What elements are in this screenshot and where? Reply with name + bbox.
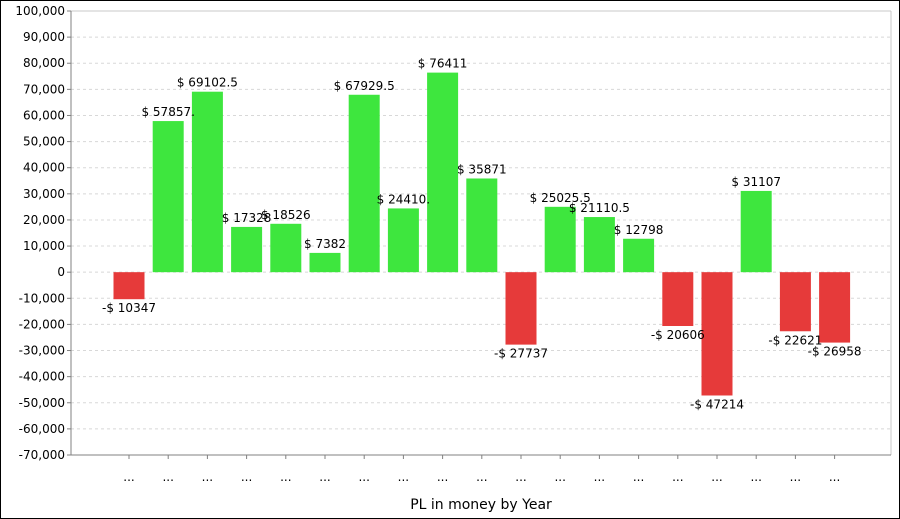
bar[interactable] [701, 272, 733, 396]
bar[interactable] [348, 94, 380, 273]
bar[interactable] [152, 121, 184, 273]
x-tick-label: ... [280, 470, 291, 484]
x-tick-label: ... [241, 470, 252, 484]
bar[interactable] [583, 217, 615, 273]
data-label: $ 18526 [261, 208, 311, 222]
x-tick-label: ... [554, 470, 565, 484]
y-tick-label: 30,000 [23, 187, 65, 201]
y-tick-label: -40,000 [19, 370, 65, 384]
y-tick-label: -60,000 [19, 422, 65, 436]
bar[interactable] [113, 272, 145, 300]
y-tick-label: 90,000 [23, 30, 65, 44]
bar[interactable] [466, 178, 498, 273]
y-axis: 100,000 90,000 80,000 70,000 60,000 50,000 40,… [15, 4, 72, 462]
bar[interactable] [231, 226, 263, 273]
y-tick-label: 100,000 [15, 4, 65, 18]
data-label: -$ 10347 [102, 301, 156, 315]
data-label: $ 57857. [141, 105, 194, 119]
x-tick-label: ... [829, 470, 840, 484]
x-tick-label: ... [711, 470, 722, 484]
x-tick-label: ... [750, 470, 761, 484]
y-tick-label: 0 [57, 265, 65, 279]
y-tick-label: -70,000 [19, 448, 65, 462]
data-label: $ 67929.5 [334, 79, 395, 93]
x-tick-label: ... [398, 470, 409, 484]
data-label: -$ 20606 [651, 328, 705, 342]
y-tick-label: 40,000 [23, 161, 65, 175]
bar[interactable] [662, 272, 694, 326]
data-label: -$ 22621 [768, 333, 822, 347]
bar[interactable] [309, 252, 341, 273]
bar[interactable] [387, 208, 419, 273]
data-label: -$ 26958 [808, 345, 862, 359]
x-tick-label: ... [162, 470, 173, 484]
data-labels: -$ 10347 $ 57857. $ 69102.5 $ 17328$ 18526 $… [102, 57, 862, 412]
y-tick-label: -20,000 [19, 317, 65, 331]
bar[interactable] [191, 91, 223, 273]
data-label: $ 76411 [418, 57, 468, 71]
bar[interactable] [819, 272, 851, 343]
y-tick-label: 50,000 [23, 135, 65, 149]
data-label: $ 35871 [457, 162, 507, 176]
bar[interactable] [270, 223, 302, 273]
x-tick-label: ... [476, 470, 487, 484]
data-label: $ 31107 [731, 175, 781, 189]
data-label: $ 17328 [222, 211, 272, 225]
data-label: $ 25025.5 [530, 191, 591, 205]
x-tick-label: ... [633, 470, 644, 484]
y-tick-label: -10,000 [19, 291, 65, 305]
x-tick-label: ... [515, 470, 526, 484]
y-tick-label: -30,000 [19, 344, 65, 358]
data-label: $ 69102.5 [177, 76, 238, 90]
data-label: $ 24410. [377, 192, 430, 206]
y-tick-label: -50,000 [19, 396, 65, 410]
bar[interactable] [740, 190, 772, 273]
y-tick-label: 80,000 [23, 56, 65, 70]
bar[interactable] [779, 272, 811, 332]
bar[interactable] [623, 238, 655, 273]
bar[interactable] [544, 206, 576, 273]
data-label: -$ 27737 [494, 347, 548, 361]
x-tick-label: ... [123, 470, 134, 484]
bars [113, 72, 851, 396]
bar[interactable] [505, 272, 537, 345]
data-label: $ 7382 [304, 237, 346, 251]
data-label: -$ 47214 [690, 397, 744, 411]
x-tick-label: ... [594, 470, 605, 484]
data-label: $ 21110.5 [569, 201, 630, 215]
y-tick-label: 60,000 [23, 108, 65, 122]
x-tick-label: ... [790, 470, 801, 484]
x-tick-label: ... [437, 470, 448, 484]
x-axis: ........................................… [71, 454, 891, 484]
x-axis-title: PL in money by Year [410, 497, 552, 513]
x-tick-label: ... [358, 470, 369, 484]
x-tick-label: ... [672, 470, 683, 484]
data-label: $ 12798 [614, 223, 664, 237]
bar[interactable] [427, 72, 459, 273]
x-tick-label: ... [202, 470, 213, 484]
y-tick-label: 10,000 [23, 239, 65, 253]
y-tick-label: 20,000 [23, 213, 65, 227]
x-tick-label: ... [319, 470, 330, 484]
y-tick-label: 70,000 [23, 82, 65, 96]
